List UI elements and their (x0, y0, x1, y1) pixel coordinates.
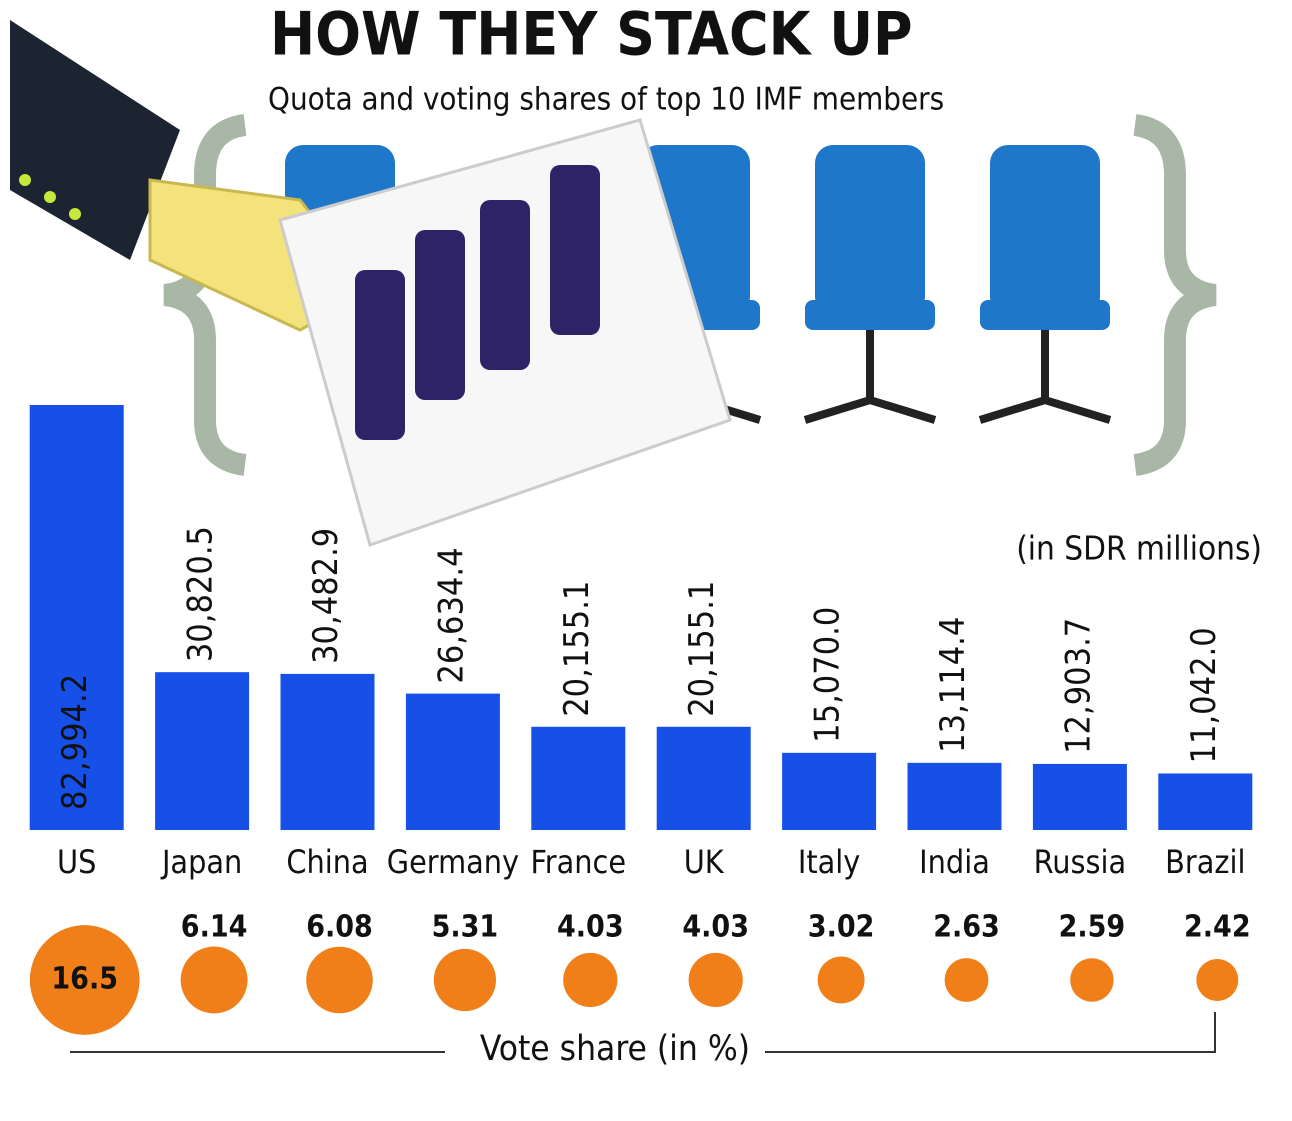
vote-label: 2.63 (933, 910, 1000, 945)
bar (907, 762, 1002, 830)
category-label: Japan (160, 843, 242, 881)
category-label: UK (684, 843, 725, 881)
vote-bubble (817, 956, 865, 1004)
vote-label: 4.03 (682, 910, 749, 945)
category-label: Russia (1034, 843, 1126, 881)
bar (405, 693, 500, 830)
vote-bubble (29, 925, 140, 1035)
illustration (10, 20, 1217, 547)
category-label: Germany (387, 843, 519, 881)
bar (782, 752, 877, 830)
category-label: India (919, 843, 990, 881)
category-label: France (531, 843, 627, 881)
value-label: 26,634.4 (431, 547, 471, 683)
category-label: US (57, 843, 96, 881)
unit-label: (in SDR millions) (1016, 529, 1262, 568)
vote-label: 16.5 (51, 962, 118, 997)
title: HOW THEY STACK UP (270, 0, 913, 70)
vote-label: 6.14 (181, 910, 248, 945)
category-label: China (286, 843, 368, 881)
vote-bubble (1196, 958, 1239, 1002)
value-label: 20,155.1 (557, 581, 597, 717)
vote-bubble (944, 958, 989, 1002)
category-label: Brazil (1165, 843, 1245, 881)
vote-bubble (180, 946, 248, 1014)
subtitle: Quota and voting shares of top 10 IMF me… (268, 82, 944, 118)
category-label: Italy (798, 843, 860, 881)
bar (656, 726, 751, 830)
vote-bubble (688, 952, 743, 1008)
bar (155, 672, 250, 830)
bar (29, 405, 124, 830)
vote-label: 3.02 (808, 910, 875, 945)
vote-label: 5.31 (432, 910, 499, 945)
value-label: 20,155.1 (682, 581, 722, 717)
bar (1158, 773, 1253, 830)
vote-share-label: Vote share (in %) (480, 1029, 750, 1069)
value-label: 82,994.2 (55, 674, 95, 810)
bar (280, 673, 375, 830)
vote-label: 2.59 (1059, 910, 1126, 945)
vote-label: 2.42 (1184, 910, 1251, 945)
vote-label: 6.08 (306, 910, 373, 945)
value-label: 12,903.7 (1058, 618, 1098, 754)
value-label: 13,114.4 (933, 617, 973, 753)
vote-bubble (433, 948, 497, 1012)
value-label: 30,820.5 (181, 526, 221, 662)
vote-label: 4.03 (557, 910, 624, 945)
vote-bubble (563, 952, 618, 1008)
bar (531, 726, 626, 830)
value-label: 15,070.0 (808, 607, 848, 743)
vote-bubble (1070, 958, 1114, 1002)
value-label: 30,482.9 (306, 528, 346, 664)
value-label: 11,042.0 (1184, 627, 1224, 763)
bracket (70, 1012, 1216, 1053)
vote-bubble (306, 946, 373, 1014)
bar (1032, 763, 1127, 830)
